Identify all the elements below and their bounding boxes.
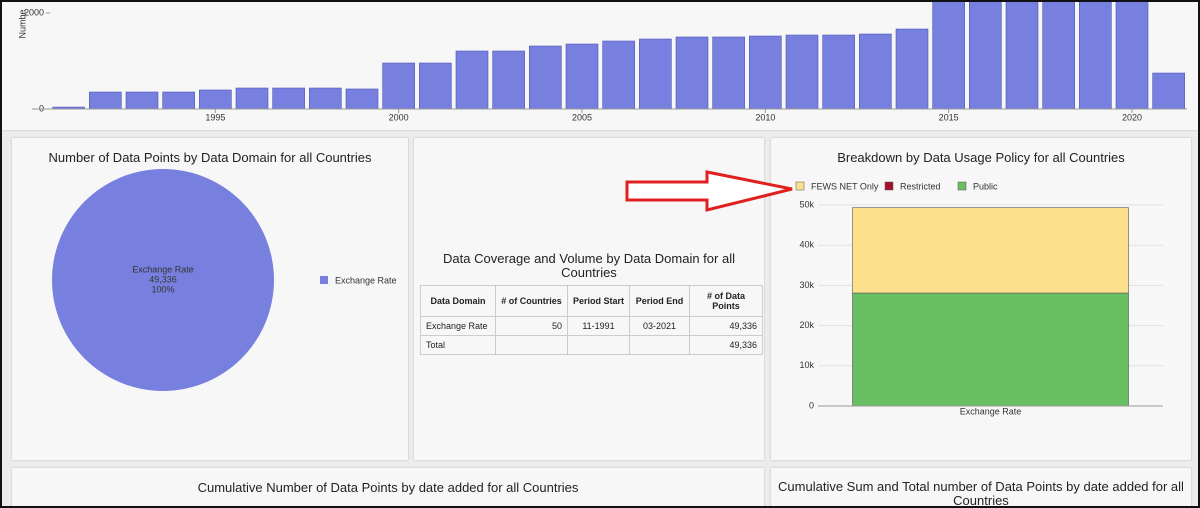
- bar: [199, 89, 232, 110]
- bar: [1152, 72, 1185, 110]
- bar: [529, 45, 562, 110]
- bar: [895, 28, 929, 110]
- header-row: Data Domain # of Countries Period Start Per…: [420, 285, 763, 317]
- table-row: Total 49,336: [420, 335, 763, 355]
- y-axis-label: Numbe: [17, 9, 27, 38]
- x-tick-label: Exchange Rate: [960, 406, 1022, 416]
- slice-value: 49,336: [149, 274, 177, 284]
- bar: [859, 33, 892, 110]
- column-header: # of Data Points: [689, 285, 763, 317]
- legend-swatch: [795, 181, 805, 191]
- bar: [822, 34, 855, 110]
- y-tick-label: 40k: [799, 240, 814, 250]
- slice-percent: 100%: [151, 284, 174, 294]
- pie-panel: Number of Data Points by Data Domain for…: [12, 138, 408, 460]
- bar: [1079, 2, 1112, 110]
- bar: [602, 40, 635, 110]
- bar: [125, 91, 159, 110]
- bar: [785, 34, 819, 110]
- x-tick-label: 1995: [205, 112, 225, 122]
- table-cell: 49,336: [689, 335, 763, 355]
- bottom-panel: Cumulative Sum and Total number of Data …: [771, 468, 1191, 508]
- bar: [639, 38, 672, 110]
- column-header: Period End: [629, 285, 690, 317]
- legend-label[interactable]: Public: [973, 181, 998, 191]
- bar: [382, 62, 415, 110]
- table-cell: [567, 335, 630, 355]
- bar: [345, 88, 379, 110]
- legend-label[interactable]: Exchange Rate: [335, 275, 397, 285]
- bar: [749, 35, 782, 110]
- bar-segment: [852, 207, 1129, 294]
- y-tick-label: 50k: [799, 199, 814, 209]
- table-cell: [629, 335, 690, 355]
- y-tick-label: 0: [39, 103, 44, 113]
- table-cell: 03-2021: [629, 316, 690, 336]
- stacked-bar-chart: 0 10k 20k 30k 40k 50k FEWS NET Only Restricted P…: [795, 181, 1163, 416]
- bar: [89, 91, 122, 110]
- slice-label: Exchange Rate: [132, 264, 194, 274]
- y-tick-label: 30k: [799, 280, 814, 290]
- bar: [309, 87, 342, 110]
- bottom-panel: Cumulative Number of Data Points by date…: [12, 468, 764, 506]
- table-panel: Data Coverage and Volume by Data Domain …: [414, 138, 764, 460]
- table-cell: 50: [495, 316, 568, 336]
- chart-title: Number of Data Points by Data Domain for…: [48, 150, 372, 165]
- bar: [675, 36, 709, 110]
- column-header: Period Start: [567, 285, 630, 317]
- stacked-panel: Breakdown by Data Usage Policy for all C…: [771, 138, 1191, 460]
- panel-title: Cumulative Number of Data Points by date…: [197, 480, 579, 495]
- x-tick-label: 2005: [572, 112, 592, 122]
- legend-swatch: [957, 181, 967, 191]
- x-tick-label: 2000: [389, 112, 409, 122]
- bar: [492, 50, 525, 110]
- bar-segment: [852, 292, 1129, 407]
- legend-label[interactable]: FEWS NET Only: [811, 181, 879, 191]
- pie-slice: [52, 169, 274, 391]
- y-tick-label: 20k: [799, 320, 814, 330]
- legend-swatch: [320, 276, 328, 284]
- bar: [932, 2, 965, 110]
- legend-swatch: [884, 181, 894, 191]
- bar: [1005, 2, 1039, 110]
- y-tick-label: 2000: [24, 7, 44, 17]
- top-panel: 0 2000 Numbe 1995 2000 2005 2010 2015 2020: [2, 2, 1198, 130]
- chart-title: Breakdown by Data Usage Policy for all C…: [837, 150, 1125, 165]
- table-cell: 11-1991: [567, 316, 630, 336]
- y-tick-label: 0: [809, 400, 814, 410]
- column-header: Data Domain: [420, 285, 496, 317]
- bar: [565, 43, 599, 110]
- table-cell: [495, 335, 568, 355]
- bar: [162, 91, 195, 110]
- table-cell: Total: [420, 335, 496, 355]
- table-cell: 49,336: [689, 316, 763, 336]
- bar: [419, 62, 452, 110]
- bar: [712, 36, 745, 110]
- bar: [1115, 2, 1149, 110]
- x-tick-label: 2015: [939, 112, 959, 122]
- x-tick-label: 2010: [755, 112, 775, 122]
- bar: [1042, 2, 1075, 110]
- panel-title: Cumulative Sum and Total number of Data …: [778, 479, 1184, 508]
- x-tick-label: 2020: [1122, 112, 1142, 122]
- column-header: # of Countries: [495, 285, 568, 317]
- bar: [235, 87, 269, 110]
- y-tick-label: 10k: [799, 360, 814, 370]
- bar: [272, 87, 305, 110]
- table-row: Exchange Rate 50 11-1991 03-2021 49,336: [420, 316, 763, 336]
- bar: [455, 50, 489, 110]
- bar: [969, 2, 1002, 110]
- data-table: Data Domain # of Countries Period Start Per…: [420, 285, 763, 355]
- table-title: Data Coverage and Volume by Data Domain …: [443, 251, 735, 280]
- legend-label[interactable]: Restricted: [900, 181, 941, 191]
- table-cell: Exchange Rate: [420, 316, 496, 336]
